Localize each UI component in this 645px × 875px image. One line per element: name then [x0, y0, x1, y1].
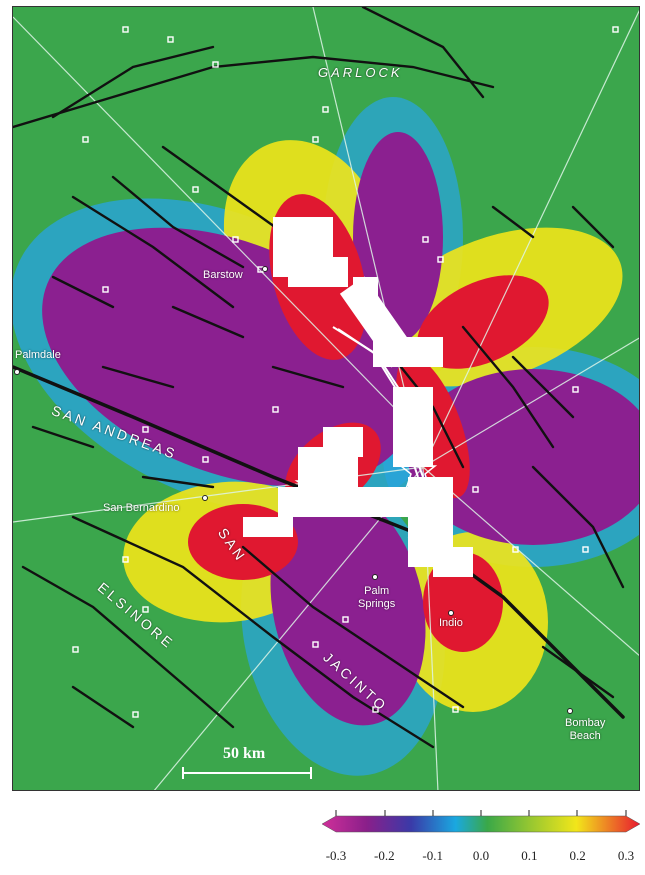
- city-label-san-bernardino: San Bernardino: [103, 502, 180, 514]
- colorbar-tick-label: 0.3: [618, 848, 634, 863]
- colorbar-tick-label: 0.0: [473, 848, 489, 863]
- city-markers: [14, 266, 573, 714]
- color-bar: -0.3 -0.2 -0.1 0.0 0.1 0.2 0.3: [321, 810, 641, 863]
- stress-change-map: Barstow Palmdale San Bernardino Palm Spr…: [12, 6, 640, 791]
- red-lobe-northeast: [417, 275, 549, 369]
- city-label-barstow: Barstow: [203, 269, 243, 281]
- scale-bar-label: 50 km: [223, 745, 266, 762]
- colorbar-tick-label: -0.2: [374, 848, 395, 863]
- purple-lobe-east: [408, 369, 639, 545]
- color-bar-legend: -0.3 -0.2 -0.1 0.0 0.1 0.2 0.3: [320, 808, 642, 870]
- colorbar-tick-label: -0.1: [422, 848, 443, 863]
- epicenter-stars: [294, 451, 445, 558]
- colorbar-tick-label: 0.2: [570, 848, 586, 863]
- city-label-palmdale: Palmdale: [15, 349, 61, 361]
- scale-bar: [182, 767, 312, 779]
- fault-label-garlock: GARLOCK: [318, 65, 403, 80]
- map-canvas: [13, 7, 639, 790]
- city-label-bombay-beach: Bombay Beach: [565, 717, 606, 742]
- purple-lobe-south: [270, 488, 426, 726]
- colorbar-tick-label: 0.1: [521, 848, 537, 863]
- city-label-palm-springs: Palm Springs: [358, 585, 396, 610]
- city-label-indio: Indio: [439, 617, 463, 629]
- colorbar-tick-label: -0.3: [326, 848, 347, 863]
- event-markers: [72, 26, 619, 718]
